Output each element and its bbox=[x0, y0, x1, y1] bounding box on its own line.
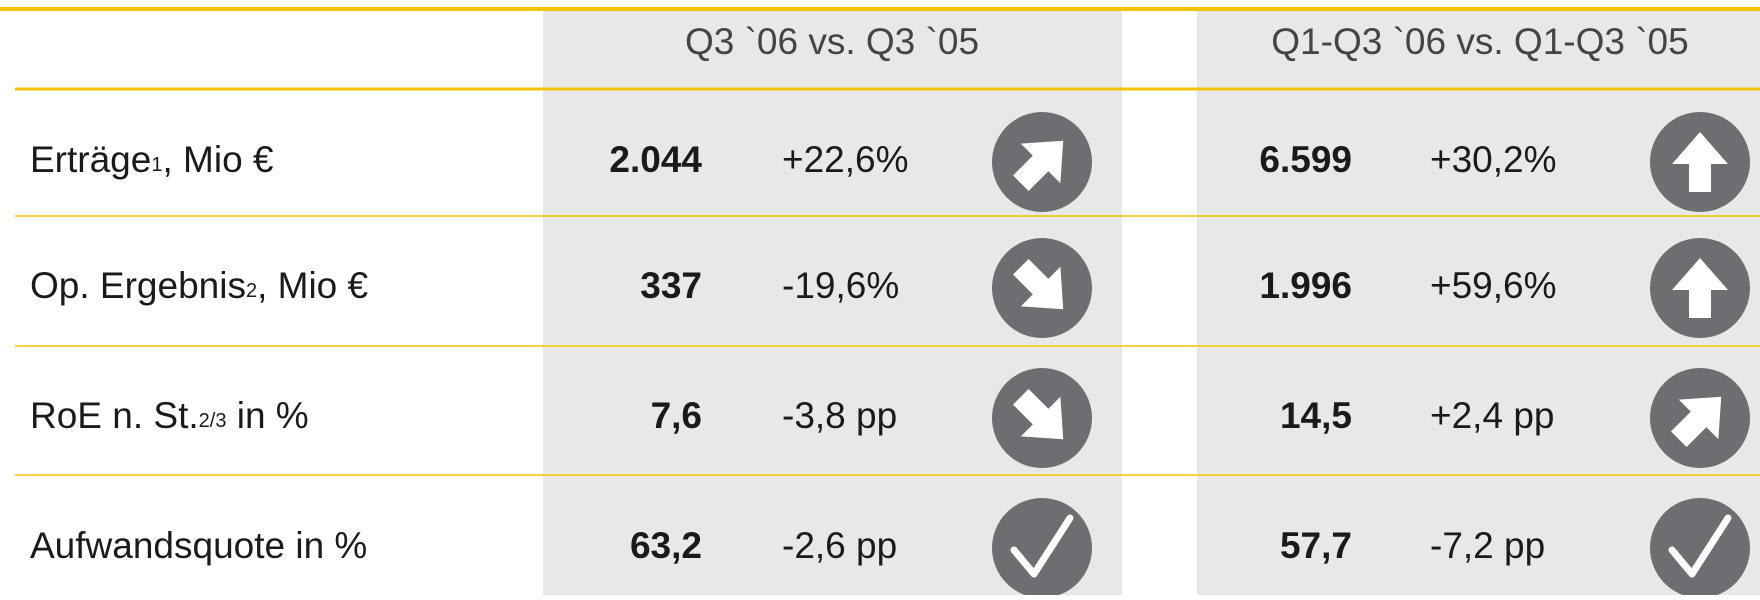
trend-icon bbox=[992, 112, 1092, 212]
change: -7,2 pp bbox=[1430, 525, 1545, 566]
change: +59,6% bbox=[1430, 265, 1557, 306]
change: -2,6 pp bbox=[782, 525, 897, 566]
superscript: 2/3 bbox=[199, 410, 227, 432]
trend-icon bbox=[992, 368, 1092, 468]
value: 2.044 bbox=[609, 139, 702, 180]
label-text: Aufwandsquote in % bbox=[30, 525, 367, 566]
arrow bbox=[1672, 258, 1728, 318]
label-text: RoE n. St. bbox=[30, 395, 199, 436]
change: -3,8 pp bbox=[782, 395, 897, 436]
label-text: in % bbox=[226, 395, 308, 436]
trend-icon bbox=[1650, 368, 1750, 468]
trend-icon bbox=[992, 498, 1092, 598]
icon-circle bbox=[1650, 498, 1750, 598]
superscript: 2 bbox=[246, 280, 257, 302]
value: 7,6 bbox=[651, 395, 702, 436]
change: +2,4 pp bbox=[1430, 395, 1554, 436]
superscript: 1 bbox=[151, 154, 162, 176]
arrow bbox=[1013, 259, 1064, 310]
trend-icon bbox=[1650, 498, 1750, 598]
label-text: , Mio € bbox=[162, 139, 273, 180]
check-mark bbox=[1010, 514, 1074, 578]
row-label: Op. Ergebnis2, Mio € bbox=[30, 265, 369, 306]
change: -19,6% bbox=[782, 265, 899, 306]
value: 63,2 bbox=[630, 525, 702, 566]
trend-icon bbox=[1650, 238, 1750, 338]
change: +22,6% bbox=[782, 139, 909, 180]
value: 1.996 bbox=[1259, 265, 1352, 306]
icon-circle bbox=[992, 498, 1092, 598]
column-header: Q3 `06 vs. Q3 `05 bbox=[685, 21, 979, 62]
arrow bbox=[1672, 132, 1728, 192]
row-label: Erträge1, Mio € bbox=[30, 139, 274, 180]
value: 337 bbox=[640, 265, 702, 306]
arrow bbox=[1671, 396, 1722, 447]
column-header: Q1-Q3 `06 vs. Q1-Q3 `05 bbox=[1271, 21, 1688, 62]
trend-icon bbox=[992, 238, 1092, 338]
label-text: Op. Ergebnis bbox=[30, 265, 246, 306]
trend-icon bbox=[1650, 112, 1750, 212]
check-mark bbox=[1668, 514, 1732, 578]
value: 14,5 bbox=[1280, 395, 1352, 436]
label-text: Erträge bbox=[30, 139, 151, 180]
value: 6.599 bbox=[1259, 139, 1352, 180]
label-text: , Mio € bbox=[257, 265, 368, 306]
row-label: Aufwandsquote in % bbox=[30, 525, 367, 566]
change: +30,2% bbox=[1430, 139, 1557, 180]
arrow bbox=[1013, 140, 1064, 191]
arrow bbox=[1013, 389, 1064, 440]
row-label: RoE n. St.2/3 in % bbox=[30, 395, 309, 436]
value: 57,7 bbox=[1280, 525, 1352, 566]
